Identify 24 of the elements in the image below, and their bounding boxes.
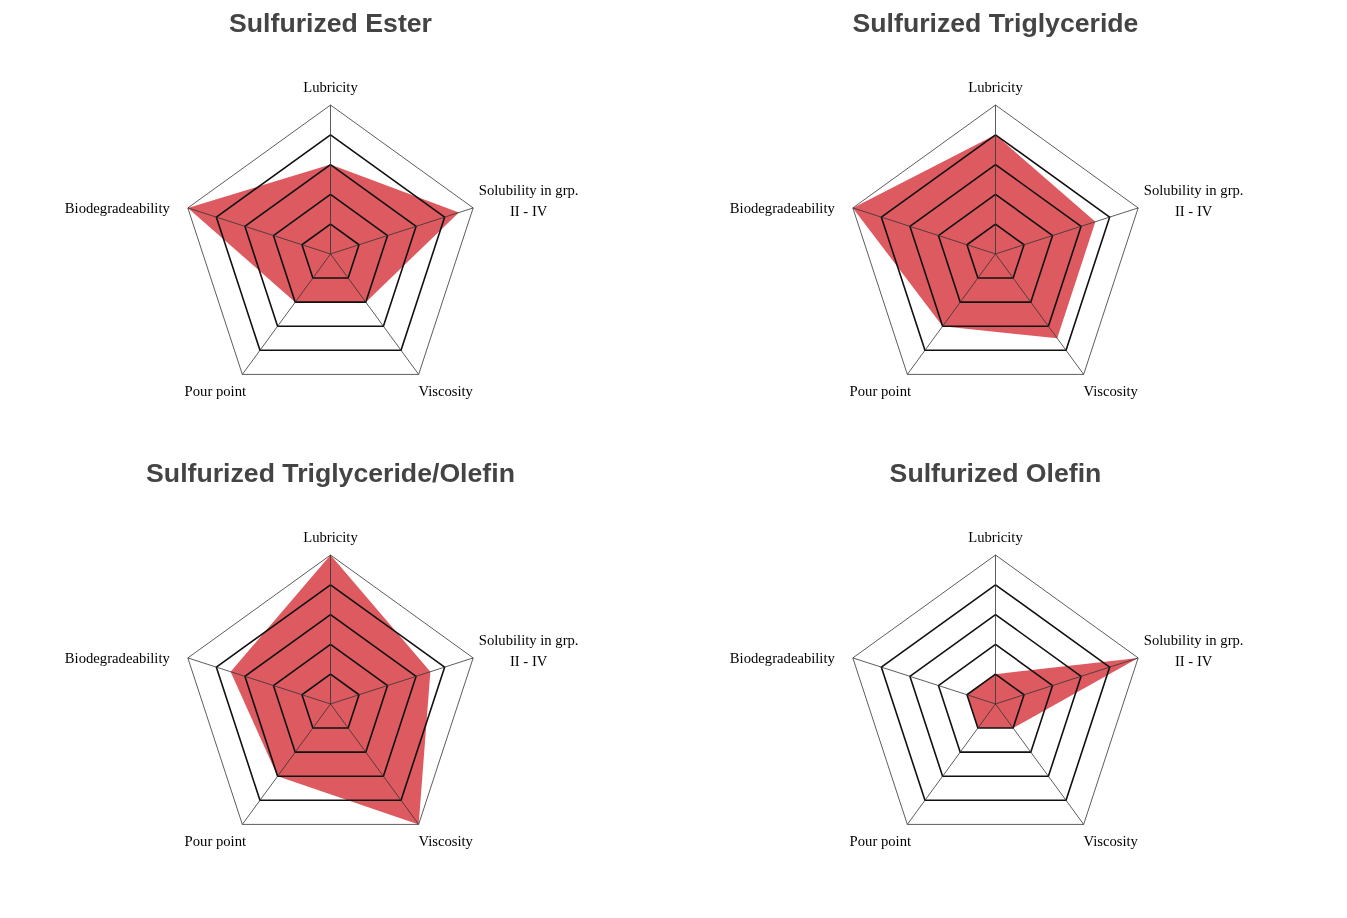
spoke-label: Lubricity bbox=[303, 528, 359, 545]
spoke-label: Lubricity bbox=[968, 78, 1024, 95]
spoke-label: Pour point bbox=[849, 383, 912, 400]
chart-title: Sulfurized Ester bbox=[229, 7, 432, 38]
spoke-label: Viscosity bbox=[1083, 383, 1139, 400]
spoke-label: Viscosity bbox=[418, 383, 474, 400]
spoke-label: Solubility in grp. II - IV bbox=[1143, 632, 1244, 669]
spoke-label: Lubricity bbox=[303, 78, 359, 95]
spoke-label: Biodegradeability bbox=[729, 199, 836, 216]
spoke-label: Biodegradeability bbox=[729, 649, 836, 666]
chart-title: Sulfurized Triglyceride/Olefin bbox=[146, 457, 515, 488]
spoke-label: Pour point bbox=[184, 833, 247, 850]
chart-title: Sulfurized Triglyceride bbox=[852, 7, 1139, 38]
spoke-label: Pour point bbox=[849, 833, 912, 850]
spoke-label: Viscosity bbox=[1083, 833, 1139, 850]
spoke-label: Solubility in grp. II - IV bbox=[478, 182, 579, 219]
spoke-label: Biodegradeability bbox=[64, 199, 171, 216]
spoke-label: Pour point bbox=[184, 383, 247, 400]
spoke-label: Lubricity bbox=[968, 528, 1024, 545]
spoke-label: Solubility in grp. II - IV bbox=[478, 632, 579, 669]
spoke-label: Solubility in grp. II - IV bbox=[1143, 182, 1244, 219]
chart-title: Sulfurized Olefin bbox=[889, 457, 1102, 488]
spoke-label: Viscosity bbox=[418, 833, 474, 850]
spoke-label: Biodegradeability bbox=[64, 649, 171, 666]
